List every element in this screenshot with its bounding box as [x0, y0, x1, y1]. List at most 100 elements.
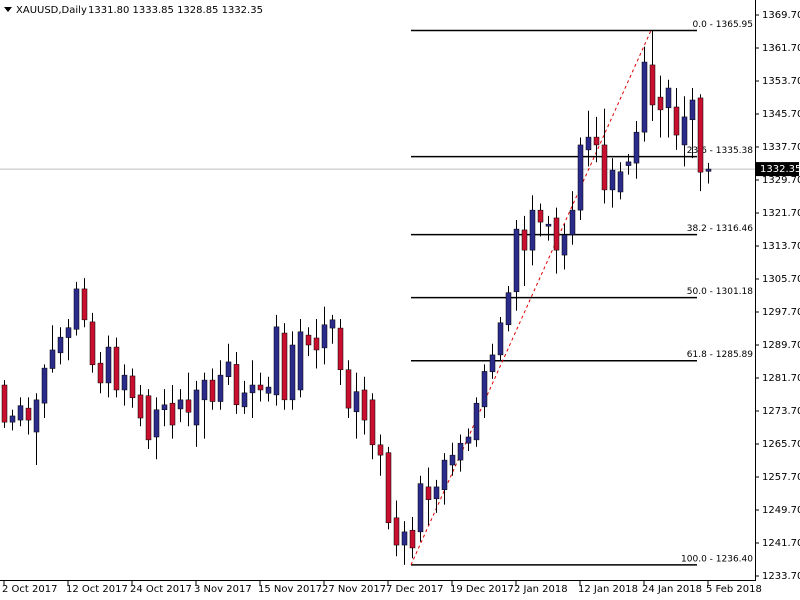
y-tick-label: 1249.70 — [762, 505, 800, 516]
x-tick-label: 2 Oct 2017 — [2, 584, 57, 595]
candle-body-up — [105, 346, 112, 384]
fib-trend-line — [410, 30, 652, 566]
y-tick-label: 1289.70 — [762, 340, 800, 351]
x-tick-label: 7 Dec 2017 — [386, 584, 444, 595]
candle-body-down — [425, 486, 432, 500]
candle-body-up — [665, 87, 672, 109]
fib-label: 23.6 - 1335.38 — [687, 146, 753, 156]
fib-label: 100.0 - 1236.40 — [681, 554, 753, 564]
x-tick-label: 12 Oct 2017 — [66, 584, 128, 595]
candle-body-down — [385, 452, 392, 524]
candle-body-up — [65, 327, 72, 338]
candle-body-up — [529, 209, 536, 251]
y-tick-label: 1241.70 — [762, 538, 800, 549]
x-tick-label: 2 Jan 2018 — [514, 584, 568, 595]
candle-body-up — [609, 169, 616, 191]
candle-body-up — [545, 223, 552, 227]
candle-body-down — [281, 332, 288, 401]
x-tick-label: 24 Oct 2017 — [130, 584, 192, 595]
candle-body-up — [329, 319, 336, 329]
candle-body-up — [705, 168, 712, 172]
candle-body-down — [137, 394, 144, 419]
candle-body-up — [289, 344, 296, 401]
candle-body-up — [617, 171, 624, 193]
x-tick-label: 19 Dec 2017 — [450, 584, 514, 595]
candle-body-down — [393, 517, 400, 546]
fib-label: 38.2 - 1316.46 — [687, 224, 753, 234]
candle-body-up — [201, 379, 208, 401]
y-tick-label: 1369.70 — [762, 10, 800, 21]
y-tick-label: 1273.70 — [762, 406, 800, 417]
candle-body-down — [257, 384, 264, 391]
y-tick-label: 1313.70 — [762, 241, 800, 252]
candle-body-up — [513, 228, 520, 293]
y-tick-label: 1321.70 — [762, 208, 800, 219]
candle-body-up — [177, 399, 184, 410]
x-tick-label: 12 Jan 2018 — [578, 584, 638, 595]
candle-body-up — [193, 389, 200, 426]
x-tick-label: 24 Jan 2018 — [642, 584, 702, 595]
y-tick-label: 1337.70 — [762, 142, 800, 153]
header-ohlc: 1331.80 1333.85 1328.85 1332.35 — [88, 5, 263, 16]
candle-body-up — [417, 483, 424, 533]
candle-body-down — [521, 229, 528, 251]
candle-body-down — [305, 334, 312, 346]
candle-body-down — [345, 369, 352, 409]
candle-body-down — [337, 327, 344, 371]
candle-body-down — [81, 288, 88, 321]
candle-body-up — [625, 161, 632, 166]
candle-body-up — [577, 144, 584, 211]
y-tick-label: 1353.70 — [762, 76, 800, 87]
candle-body-down — [25, 407, 32, 421]
header-arrow — [4, 7, 12, 12]
candle-body-down — [1, 384, 8, 423]
candle-body-up — [633, 131, 640, 164]
candle-body-down — [113, 346, 120, 391]
candle-body-up — [17, 405, 24, 421]
candle-body-down — [593, 136, 600, 146]
candle-body-up — [505, 292, 512, 326]
candle-body-down — [89, 321, 96, 366]
candle-body-down — [657, 96, 664, 111]
candle-body-up — [401, 531, 408, 546]
candle-body-up — [441, 459, 448, 491]
candle-body-up — [449, 454, 456, 466]
candle-body-up — [465, 436, 472, 444]
candle-body-down — [673, 106, 680, 136]
y-tick-label: 1257.70 — [762, 472, 800, 483]
candle-body-up — [33, 399, 40, 433]
symbol-label: XAUUSD,Daily — [16, 5, 87, 16]
candle-body-down — [169, 402, 176, 426]
candle-body-up — [489, 354, 496, 373]
y-tick-label: 1281.70 — [762, 373, 800, 384]
candle-body-up — [497, 322, 504, 356]
y-tick-label: 1297.70 — [762, 307, 800, 318]
candle-body-up — [561, 234, 568, 256]
candle-body-up — [41, 367, 48, 404]
x-tick-label: 27 Nov 2017 — [322, 584, 386, 595]
candle-body-up — [161, 404, 168, 411]
candle-body-down — [537, 209, 544, 223]
last-price-box — [756, 162, 799, 177]
candle-body-down — [209, 379, 216, 402]
candle-body-up — [641, 61, 648, 133]
candle-body-down — [601, 144, 608, 191]
candle-body-up — [433, 486, 440, 500]
y-tick-label: 1329.70 — [762, 175, 800, 186]
candle-body-up — [297, 331, 304, 391]
candle-body-up — [241, 392, 248, 408]
candle-body-down — [369, 399, 376, 446]
x-tick-label: 3 Nov 2017 — [194, 584, 252, 595]
last-price-label: 1332.35 — [760, 164, 800, 175]
y-tick-label: 1265.70 — [762, 439, 800, 450]
candle-body-up — [73, 288, 80, 330]
x-tick-label: 15 Nov 2017 — [258, 584, 322, 595]
candle-body-up — [689, 99, 696, 121]
candle-body-down — [145, 395, 152, 441]
x-tick-label: 5 Feb 2018 — [706, 584, 762, 595]
candle-body-up — [153, 409, 160, 438]
candle-body-up — [9, 415, 16, 423]
candle-body-up — [49, 349, 56, 369]
fib-label: 0.0 - 1365.95 — [693, 20, 754, 30]
